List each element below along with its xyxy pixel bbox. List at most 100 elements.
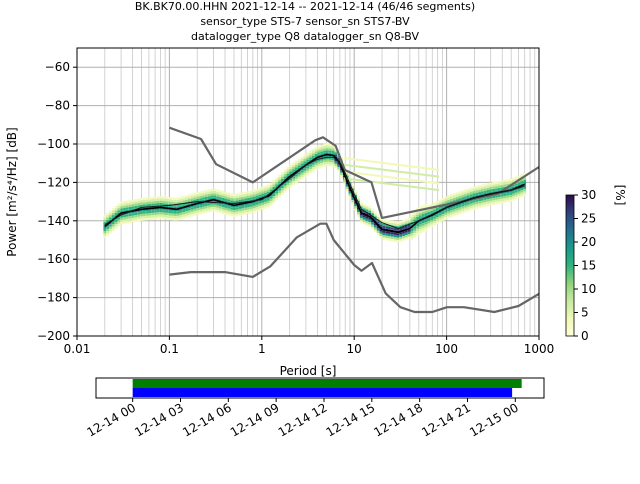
- heatmap-cell: [441, 214, 445, 217]
- heatmap-cell: [469, 189, 473, 192]
- heatmap-cell: [391, 183, 395, 186]
- heatmap-cell: [120, 201, 124, 204]
- heatmap-cell: [292, 164, 296, 167]
- heatmap-cell: [340, 175, 343, 178]
- heatmap-cell: [340, 172, 343, 176]
- heatmap-cell: [266, 196, 270, 199]
- heatmap-cell: [278, 186, 281, 189]
- heatmap-cell: [410, 214, 414, 218]
- heatmap-cell: [216, 203, 219, 206]
- heatmap-cell: [249, 190, 253, 193]
- heatmap-cell: [379, 231, 383, 234]
- heatmap-cell: [472, 207, 476, 210]
- heatmap-cell: [292, 167, 296, 170]
- heatmap-cell: [337, 169, 341, 172]
- timeline-tick-label: 12-14 06: [180, 400, 234, 439]
- heatmap-cell: [120, 203, 124, 207]
- heatmap-cell: [334, 152, 338, 155]
- heatmap-cell: [407, 234, 411, 237]
- y-tick-label: −100: [37, 137, 70, 151]
- heatmap-cell: [123, 219, 126, 222]
- series-lines: [104, 126, 539, 314]
- heatmap-cell: [373, 216, 377, 219]
- heatmap-cell: [431, 188, 435, 191]
- heatmap-cell: [509, 181, 512, 184]
- colorbar-tick-label: 25: [581, 212, 596, 226]
- heatmap-cell: [156, 198, 160, 201]
- heatmap-cell: [500, 180, 504, 183]
- heatmap-cell: [123, 210, 126, 213]
- heatmap-cell: [317, 161, 321, 164]
- heatmap-cell: [202, 202, 205, 205]
- heatmap-cell: [120, 220, 124, 223]
- heatmap-cell: [461, 194, 465, 198]
- heatmap-cell: [360, 172, 364, 175]
- heatmap-cell: [374, 174, 378, 177]
- heatmap-cell: [162, 207, 166, 211]
- heatmap-cell: [382, 232, 386, 236]
- heatmap-cell: [300, 158, 304, 161]
- heatmap-cell: [497, 194, 501, 197]
- heatmap-cell: [495, 202, 498, 205]
- heatmap-cell: [283, 185, 287, 188]
- heatmap-cell: [334, 154, 338, 157]
- heatmap-cell: [162, 217, 166, 220]
- heatmap-cell: [413, 212, 417, 215]
- heatmap-cell: [295, 178, 298, 182]
- heatmap-cell: [512, 177, 515, 180]
- heatmap-cell: [358, 159, 361, 162]
- heatmap-cell: [382, 221, 386, 224]
- heatmap-cell: [393, 176, 397, 179]
- heatmap-cell: [326, 150, 329, 153]
- heatmap-cell: [427, 216, 431, 219]
- heatmap-cell: [140, 204, 143, 208]
- heatmap-cell: [145, 208, 149, 212]
- heatmap-cell: [280, 176, 284, 179]
- heatmap-cell: [402, 222, 405, 225]
- heatmap-cell: [224, 212, 228, 215]
- heatmap-cell: [145, 215, 149, 218]
- heatmap-cell: [216, 196, 219, 199]
- heatmap-cell: [297, 158, 301, 161]
- heatmap-cell: [111, 208, 115, 211]
- heatmap-cell: [395, 163, 399, 166]
- heatmap-cell: [193, 206, 197, 209]
- heatmap-cell: [450, 215, 453, 218]
- heatmap-cell: [247, 202, 250, 205]
- heatmap-cell: [131, 206, 135, 209]
- heatmap-cell: [159, 207, 163, 210]
- heatmap-cell: [218, 197, 222, 200]
- heatmap-cell: [447, 204, 451, 207]
- heatmap-cell: [173, 218, 177, 221]
- heatmap-cell: [427, 221, 431, 224]
- heatmap-cell: [523, 186, 527, 189]
- heatmap-cell: [396, 237, 400, 240]
- heatmap-cell: [337, 158, 341, 161]
- heatmap-cell: [233, 203, 236, 206]
- heatmap-cell: [421, 220, 425, 224]
- heatmap-cell: [410, 237, 414, 241]
- heatmap-cell: [292, 183, 296, 186]
- heatmap-cell: [295, 169, 298, 172]
- heatmap-cell: [323, 162, 327, 165]
- heatmap-cell: [373, 225, 377, 228]
- heatmap-cell: [376, 230, 380, 233]
- heatmap-cell: [360, 179, 364, 182]
- heatmap-cell: [422, 166, 425, 169]
- heatmap-cell: [500, 198, 504, 202]
- heatmap-cell: [275, 191, 279, 194]
- heatmap-cell: [455, 196, 459, 200]
- heatmap-cell: [419, 217, 422, 220]
- heatmap-cell: [404, 221, 408, 224]
- heatmap-cell: [128, 204, 132, 207]
- heatmap-cell: [350, 178, 354, 181]
- heatmap-cell: [224, 198, 228, 201]
- heatmap-cell: [355, 178, 359, 181]
- heatmap-cell: [204, 196, 208, 200]
- heatmap-cell: [131, 208, 135, 211]
- heatmap-cell: [187, 212, 191, 215]
- heatmap-cell: [187, 198, 191, 202]
- heatmap-cell: [433, 213, 436, 217]
- heatmap-cell: [466, 195, 470, 198]
